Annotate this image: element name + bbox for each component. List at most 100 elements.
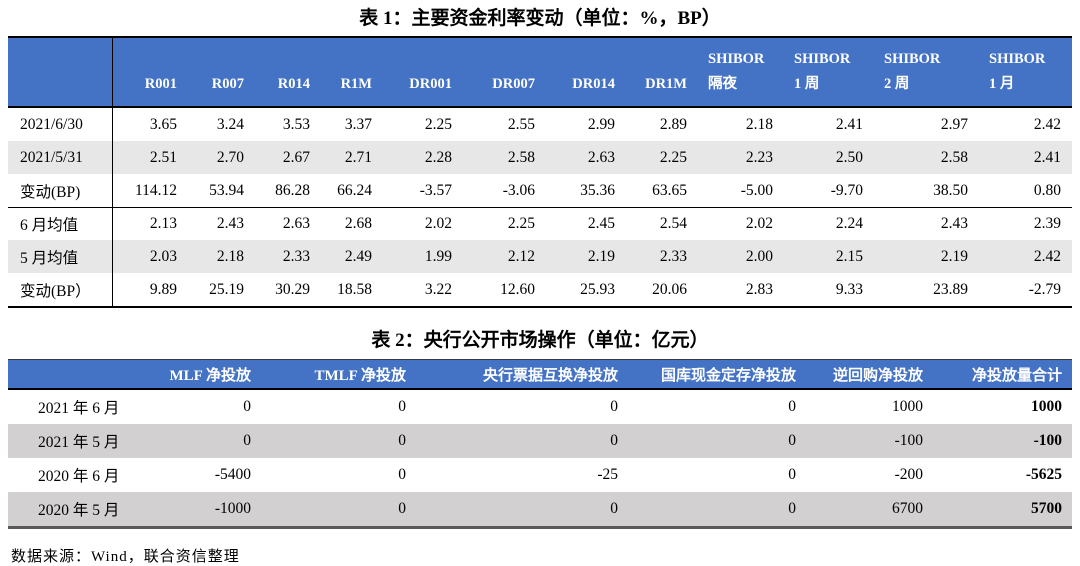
- table1-column-header: R1M: [321, 38, 383, 108]
- table2-cell: 0: [416, 492, 628, 526]
- table1-column-header: SHIBOR 1 周: [784, 38, 874, 108]
- table1-column-header: R001: [113, 38, 188, 108]
- table1-cell: 114.12: [134, 181, 177, 199]
- table2-cell: -1000: [138, 492, 261, 526]
- table1-column-header: DR007: [463, 38, 546, 108]
- table1-cell: 38.50: [933, 181, 968, 199]
- table1-cell: 2.33: [255, 240, 321, 273]
- table1-cell: 2.39: [979, 207, 1072, 240]
- table2-column-header: 逆回购净投放: [806, 359, 933, 390]
- table2-column-header: MLF 净投放: [138, 359, 261, 390]
- table2-cell: 6700: [806, 492, 933, 526]
- table2-cell: 0: [261, 492, 416, 526]
- table2-cell: 0: [788, 398, 796, 415]
- table1-column-header: SHIBOR 隔夜: [698, 38, 784, 108]
- table1-cell: 66.24: [337, 181, 372, 199]
- table2-cell: 0: [628, 492, 806, 526]
- table1-row-label: 6 月均值: [8, 207, 113, 240]
- table1-cell: 2.67: [255, 141, 321, 174]
- table1-cell: 53.94: [209, 181, 244, 199]
- data-source-note: 数据来源：Wind，联合资信整理: [11, 549, 240, 565]
- open-market-operations-table: MLF 净投放 TMLF 净投放 央行票据互换净投放 国库现金定存净投放 逆回购净投放净…: [8, 359, 1072, 529]
- table1-column-header: R007: [188, 38, 255, 108]
- table1-cell: 2.50: [784, 141, 874, 174]
- table1-column-header: DR1M: [626, 38, 698, 108]
- table1-cell: 2.18: [188, 240, 255, 273]
- table1-cell: 2.63: [255, 207, 321, 240]
- table1-cell: 2.58: [874, 141, 979, 174]
- table1-cell: -9.70: [830, 181, 863, 199]
- table2-total-cell: -100: [933, 424, 1072, 458]
- table1-cell: 2.19: [874, 240, 979, 273]
- table2-column-header: 央行票据互换净投放: [416, 359, 628, 390]
- table2-column-header: 净投放量合计: [933, 359, 1072, 390]
- table1-cell: 2.41: [835, 115, 863, 133]
- table1-cell: 2.15: [784, 240, 874, 273]
- table2-row-label: 2021 年 6 月: [38, 400, 120, 417]
- table1-cell: 2.43: [188, 207, 255, 240]
- table1-cell: 2.99: [587, 115, 615, 133]
- table1-cell: 2.58: [463, 141, 546, 174]
- table1-title: 表 1：主要资金利率变动（单位：%，BP）: [359, 8, 721, 29]
- table1-cell: 25.93: [580, 280, 615, 298]
- table1-cell: 2.49: [321, 240, 383, 273]
- table1-row-label: 5 月均值: [8, 240, 113, 273]
- table1-row-label: 变动(BP）: [8, 273, 113, 306]
- table1-cell: 2.71: [321, 141, 383, 174]
- table1-cell: 25.19: [209, 280, 244, 298]
- table2-total-cell: -5625: [1025, 466, 1062, 483]
- table2-cell: 0: [628, 424, 806, 458]
- table2-cell: 0: [243, 398, 251, 415]
- table1-cell: 2.25: [626, 141, 698, 174]
- table1-cell: 2.23: [698, 141, 784, 174]
- table1-cell: 30.29: [275, 280, 310, 298]
- table2-cell: -25: [597, 466, 618, 483]
- table1-cell: 2.51: [113, 141, 188, 174]
- table1-cell: 23.89: [933, 280, 968, 298]
- table2-column-header: 国库现金定存净投放: [628, 359, 806, 390]
- table1-row-label: 2021/5/31: [8, 141, 113, 174]
- column-header-line1: SHIBOR: [884, 51, 941, 67]
- table1-cell: -5.00: [740, 181, 773, 199]
- table1-cell: 2.42: [1033, 115, 1061, 133]
- table1-cell: 1.99: [383, 240, 463, 273]
- table1-cell: 2.12: [463, 240, 546, 273]
- table2-total-cell: 1000: [1031, 398, 1062, 415]
- table1-cell: 2.19: [546, 240, 626, 273]
- table1-cell: -3.06: [502, 181, 535, 199]
- table2-cell: 0: [610, 398, 618, 415]
- table1-cell: 2.28: [383, 141, 463, 174]
- table2-cell: 0: [261, 424, 416, 458]
- table1-cell: 2.45: [546, 207, 626, 240]
- column-header-line1: SHIBOR: [989, 51, 1046, 67]
- table1-cell: -3.57: [419, 181, 452, 199]
- table1-cell: 9.89: [149, 280, 177, 298]
- table1-cell: 3.22: [424, 280, 452, 298]
- table1-cell: 2.24: [784, 207, 874, 240]
- table1-cell: 2.33: [626, 240, 698, 273]
- table1-column-header: DR014: [546, 38, 626, 108]
- column-header-line2: 1 周: [794, 76, 820, 92]
- table1-cell: 3.37: [344, 115, 372, 133]
- table1-cell: 20.06: [652, 280, 687, 298]
- table1-cell: 3.53: [282, 115, 310, 133]
- table2-cell: 0: [416, 424, 628, 458]
- table1-cell: 2.83: [745, 280, 773, 298]
- table1-cell: 12.60: [500, 280, 535, 298]
- table1-cell: 2.03: [113, 240, 188, 273]
- table1-column-header: R014: [255, 38, 321, 108]
- column-header-line1: SHIBOR: [708, 51, 765, 67]
- table2-cell: 0: [398, 398, 406, 415]
- table1-cell: 2.25: [463, 207, 546, 240]
- table1-cell: 0.80: [1033, 181, 1061, 199]
- table1-cell: 2.43: [874, 207, 979, 240]
- table2-cell: -5400: [214, 466, 251, 483]
- table1-cell: -2.79: [1028, 280, 1061, 298]
- table1-cell: 2.70: [188, 141, 255, 174]
- table1-cell: 18.58: [337, 280, 372, 298]
- table1-column-header: SHIBOR 1 月: [979, 38, 1072, 108]
- column-header-line2: 隔夜: [708, 76, 737, 92]
- table2-cell: 1000: [892, 398, 923, 415]
- table1-cell: 2.41: [979, 141, 1072, 174]
